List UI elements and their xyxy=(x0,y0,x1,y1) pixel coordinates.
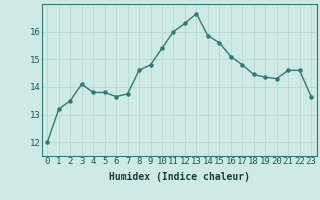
X-axis label: Humidex (Indice chaleur): Humidex (Indice chaleur) xyxy=(109,172,250,182)
